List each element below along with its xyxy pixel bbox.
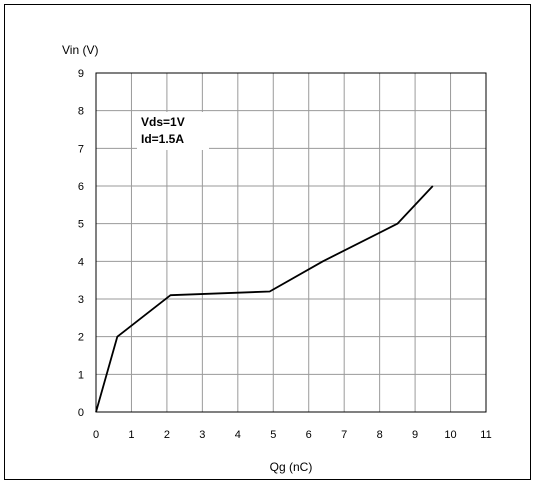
chart-frame: [4, 4, 531, 480]
y-tick-label: 0: [78, 407, 84, 419]
y-axis-title: Vin (V): [62, 43, 98, 57]
series-line: [95, 185, 434, 413]
y-tick-label: 2: [78, 332, 84, 344]
x-tick-label: 6: [306, 429, 312, 441]
y-tick-label: 3: [78, 294, 84, 306]
x-tick-label: 8: [377, 429, 383, 441]
x-tick-label: 10: [444, 429, 456, 441]
annotation-box: [137, 112, 209, 150]
y-tick-label: 1: [78, 369, 84, 381]
x-tick-label: 11: [480, 429, 491, 441]
x-tick-label: 3: [199, 429, 205, 441]
y-tick-label: 6: [78, 181, 84, 193]
x-tick-label: 5: [270, 429, 276, 441]
y-tick-label: 4: [78, 256, 84, 268]
annotation-id: Id=1.5A: [141, 132, 184, 146]
y-tick-label: 8: [78, 106, 84, 118]
y-tick-label: 9: [78, 68, 84, 80]
x-tick-label: 1: [128, 429, 134, 441]
x-tick-label: 7: [341, 429, 347, 441]
x-axis-title: Qg (nC): [270, 460, 313, 474]
x-tick-label: 2: [164, 429, 170, 441]
y-tick-label: 5: [78, 219, 84, 231]
x-tick-label: 4: [235, 429, 241, 441]
x-tick-label: 0: [93, 429, 99, 441]
y-axis-ticks: 0 1 2 3 4 5 6 7 8 9: [78, 68, 84, 419]
y-tick-label: 7: [78, 143, 84, 155]
annotation-vds: Vds=1V: [141, 115, 185, 129]
x-axis-ticks: 0 1 2 3 4 5 6 7 8 9 10 11: [93, 429, 492, 441]
grid: [96, 73, 486, 412]
plot-area-border: [95, 72, 487, 413]
x-tick-label: 9: [412, 429, 418, 441]
series-layer: [95, 185, 434, 413]
